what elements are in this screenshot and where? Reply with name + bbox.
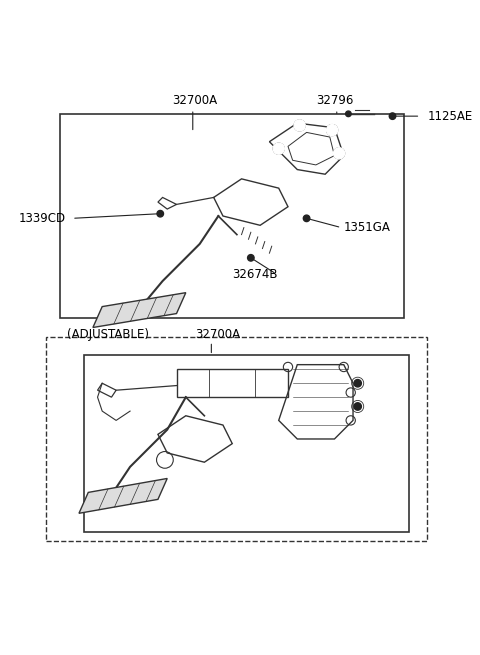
Text: (ADJUSTABLE): (ADJUSTABLE) (67, 328, 149, 341)
Circle shape (248, 255, 254, 261)
Text: 32700A: 32700A (172, 94, 217, 107)
Bar (47, 337, 427, 541)
Circle shape (273, 143, 284, 154)
Circle shape (389, 113, 396, 119)
Text: 1351GA: 1351GA (344, 221, 391, 234)
Bar (84, 356, 409, 532)
Polygon shape (93, 293, 186, 328)
Circle shape (354, 403, 361, 410)
Circle shape (294, 120, 305, 131)
Circle shape (303, 215, 310, 221)
Circle shape (326, 124, 338, 136)
Text: 32796: 32796 (316, 94, 353, 107)
Text: 1339CD: 1339CD (19, 212, 66, 225)
Polygon shape (79, 478, 167, 514)
Circle shape (354, 379, 361, 387)
Text: 32700A: 32700A (195, 328, 240, 341)
Text: 32674B: 32674B (232, 268, 278, 280)
Circle shape (157, 210, 164, 217)
Bar (60, 114, 404, 318)
Text: 1125AE: 1125AE (427, 109, 473, 122)
Circle shape (334, 148, 345, 159)
Circle shape (346, 111, 351, 117)
